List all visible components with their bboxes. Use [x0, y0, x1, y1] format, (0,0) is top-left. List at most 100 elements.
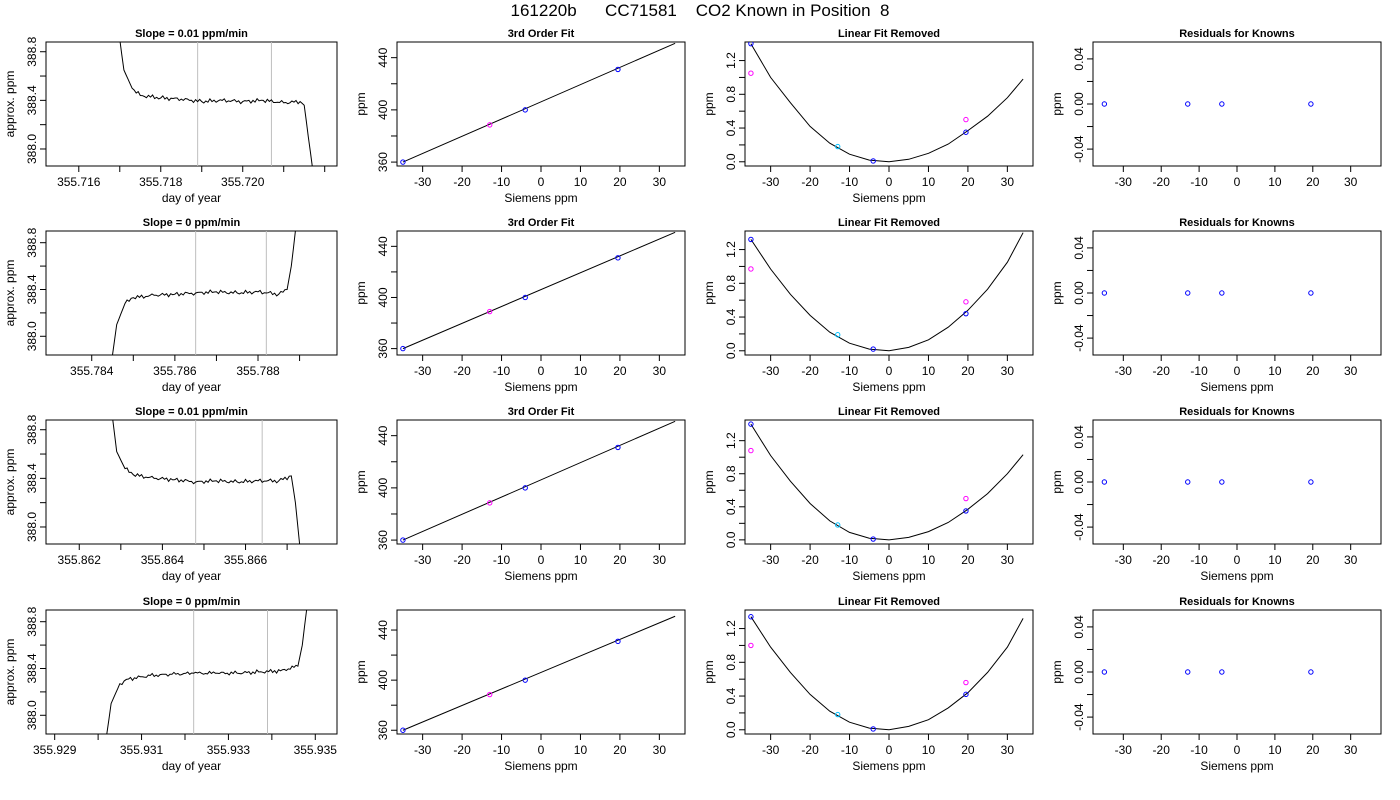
y-tick-label: 0.00 — [1072, 470, 1086, 494]
x-tick-label: 355.716 — [57, 175, 101, 189]
x-tick-label: -10 — [1190, 553, 1208, 567]
plot-frame — [45, 41, 338, 167]
x-tick-label: 0 — [1234, 743, 1241, 757]
x-tick-label: 30 — [653, 364, 667, 378]
plot-data — [112, 420, 301, 544]
x-tick-label: -30 — [762, 743, 780, 757]
y-axis-label: ppm — [354, 660, 368, 683]
plot-frame — [45, 230, 338, 356]
y-tick-label: 1.2 — [724, 432, 738, 449]
x-tick-label: 20 — [1306, 553, 1320, 567]
y-axis-label: ppm — [1050, 470, 1064, 493]
x-tick-label: 10 — [574, 364, 588, 378]
panel-residuals-row-2: Residuals for Knowns -30 -20 -10 0 10 20 30 -0.0… — [1050, 217, 1382, 394]
x-tick-label: -10 — [1190, 364, 1208, 378]
data-point — [963, 299, 969, 305]
y-tick-label: 1.2 — [724, 620, 738, 637]
plot-data — [400, 231, 676, 352]
x-axis-label: Siemens ppm — [852, 191, 925, 205]
plot-frame — [396, 41, 686, 167]
x-tick-label: -20 — [801, 743, 819, 757]
data-point — [1101, 101, 1108, 107]
x-tick-label: -10 — [493, 743, 511, 757]
plot-frame — [1092, 609, 1382, 735]
y-axis-label: ppm — [1050, 92, 1064, 115]
fit-curve — [750, 232, 1024, 352]
x-tick-label: -20 — [1153, 743, 1171, 757]
data-point — [400, 159, 406, 165]
plot-frame — [45, 419, 338, 545]
x-tick-label: 355.786 — [153, 364, 197, 378]
x-tick-label: -10 — [493, 364, 511, 378]
data-point — [1101, 290, 1108, 296]
x-tick-label: 355.784 — [70, 364, 114, 378]
x-tick-label: 10 — [922, 743, 936, 757]
x-tick-label: -30 — [414, 364, 432, 378]
x-tick-label: 20 — [613, 364, 627, 378]
data-point — [870, 726, 876, 732]
x-tick-label: 10 — [574, 175, 588, 189]
plot-data — [112, 231, 296, 355]
x-tick-label: 0 — [538, 364, 545, 378]
trace-line — [106, 610, 308, 734]
y-tick-label: 388.4 — [25, 463, 39, 493]
y-tick-label: 0.04 — [1072, 47, 1086, 71]
panel-trace-row-3: Slope = 0.01 ppm/min 355.862 355.864 355.86… — [3, 406, 338, 583]
data-point — [615, 638, 621, 645]
x-tick-label: 10 — [922, 364, 936, 378]
data-point — [487, 500, 493, 506]
data-point — [400, 537, 406, 543]
x-axis-label: Siemens ppm — [1200, 380, 1273, 394]
y-tick-label: 1.2 — [724, 241, 738, 258]
x-tick-label: -20 — [801, 175, 819, 189]
x-tick-label: 0 — [1234, 553, 1241, 567]
x-tick-label: -30 — [762, 175, 780, 189]
plot-title: 3rd Order Fit — [508, 28, 575, 40]
x-tick-label: 20 — [613, 553, 627, 567]
y-tick-label: 400 — [376, 478, 390, 498]
y-tick-label: -0.04 — [1072, 135, 1086, 163]
plot-title: 3rd Order Fit — [508, 406, 575, 418]
data-point — [615, 255, 621, 261]
data-point — [487, 691, 493, 698]
y-axis-label: approx. ppm — [3, 260, 17, 327]
x-tick-label: 355.935 — [294, 743, 338, 757]
panel-residuals-row-1: Residuals for Knowns -30 -20 -10 0 10 20 30 -0.0… — [1050, 28, 1382, 189]
x-tick-label: 30 — [1344, 743, 1358, 757]
plot-data — [1101, 669, 1314, 675]
x-axis-label: Siemens ppm — [1200, 759, 1273, 773]
x-tick-label: 10 — [922, 553, 936, 567]
plot-title: Slope = 0 ppm/min — [143, 217, 241, 229]
data-point — [748, 266, 754, 272]
x-tick-label: 30 — [1001, 743, 1015, 757]
y-tick-label: 0.4 — [724, 308, 738, 325]
plot-title: Slope = 0 ppm/min — [143, 596, 241, 608]
y-tick-label: 440 — [376, 425, 390, 445]
plot-frame — [1092, 41, 1382, 167]
x-tick-label: -30 — [414, 553, 432, 567]
x-tick-label: -30 — [762, 364, 780, 378]
data-point — [835, 332, 841, 338]
x-tick-label: -30 — [1115, 743, 1133, 757]
plot-title: Slope = 0.01 ppm/min — [135, 28, 248, 40]
x-tick-label: -30 — [762, 553, 780, 567]
y-tick-label: 360 — [376, 720, 390, 740]
y-tick-label: 0.4 — [724, 687, 738, 704]
data-point — [1308, 479, 1314, 485]
x-tick-label: 10 — [1268, 553, 1282, 567]
data-point — [748, 614, 754, 620]
y-axis-label: approx. ppm — [3, 71, 17, 138]
x-axis-label: Siemens ppm — [852, 569, 925, 583]
fit-line — [402, 615, 676, 731]
fit-curve — [750, 423, 1024, 541]
y-axis-label: ppm — [702, 281, 716, 304]
y-tick-label: 0.8 — [724, 465, 738, 482]
plot-title: Residuals for Knowns — [1179, 217, 1295, 229]
panel-trace-row-4: Slope = 0 ppm/min 355.929 355.931 355.933 35… — [3, 596, 338, 773]
data-point — [963, 495, 969, 502]
plot-title: Linear Fit Removed — [838, 28, 940, 40]
x-tick-label: -20 — [1153, 175, 1171, 189]
data-point — [615, 66, 621, 73]
data-point — [963, 310, 969, 317]
